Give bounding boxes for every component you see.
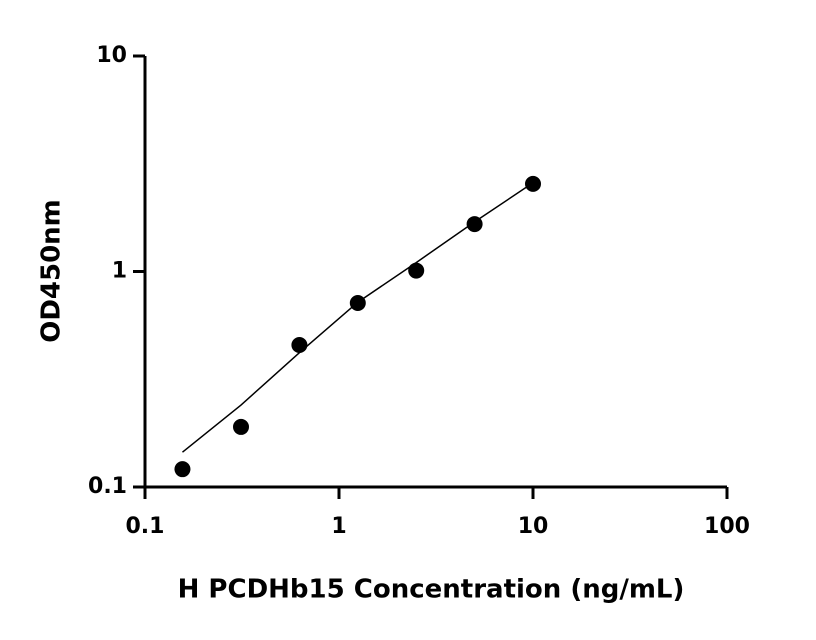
data-point bbox=[349, 295, 366, 312]
data-point bbox=[174, 461, 191, 478]
y-tick-label: 10 bbox=[96, 43, 127, 68]
data-point bbox=[233, 418, 250, 435]
data-point bbox=[408, 262, 425, 279]
y-tick-label: 0.1 bbox=[88, 474, 127, 499]
x-tick-label: 100 bbox=[704, 514, 750, 539]
y-axis-title: OD450nm bbox=[37, 199, 67, 343]
x-tick-label: 10 bbox=[518, 514, 549, 539]
y-tick-label: 1 bbox=[112, 259, 127, 284]
x-axis-title: H PCDHb15 Concentration (ng/mL) bbox=[178, 575, 685, 605]
data-point bbox=[466, 216, 483, 233]
data-point bbox=[291, 336, 308, 353]
x-tick-label: 0.1 bbox=[126, 514, 165, 539]
data-point bbox=[525, 175, 541, 192]
x-tick-label: 1 bbox=[331, 514, 346, 539]
